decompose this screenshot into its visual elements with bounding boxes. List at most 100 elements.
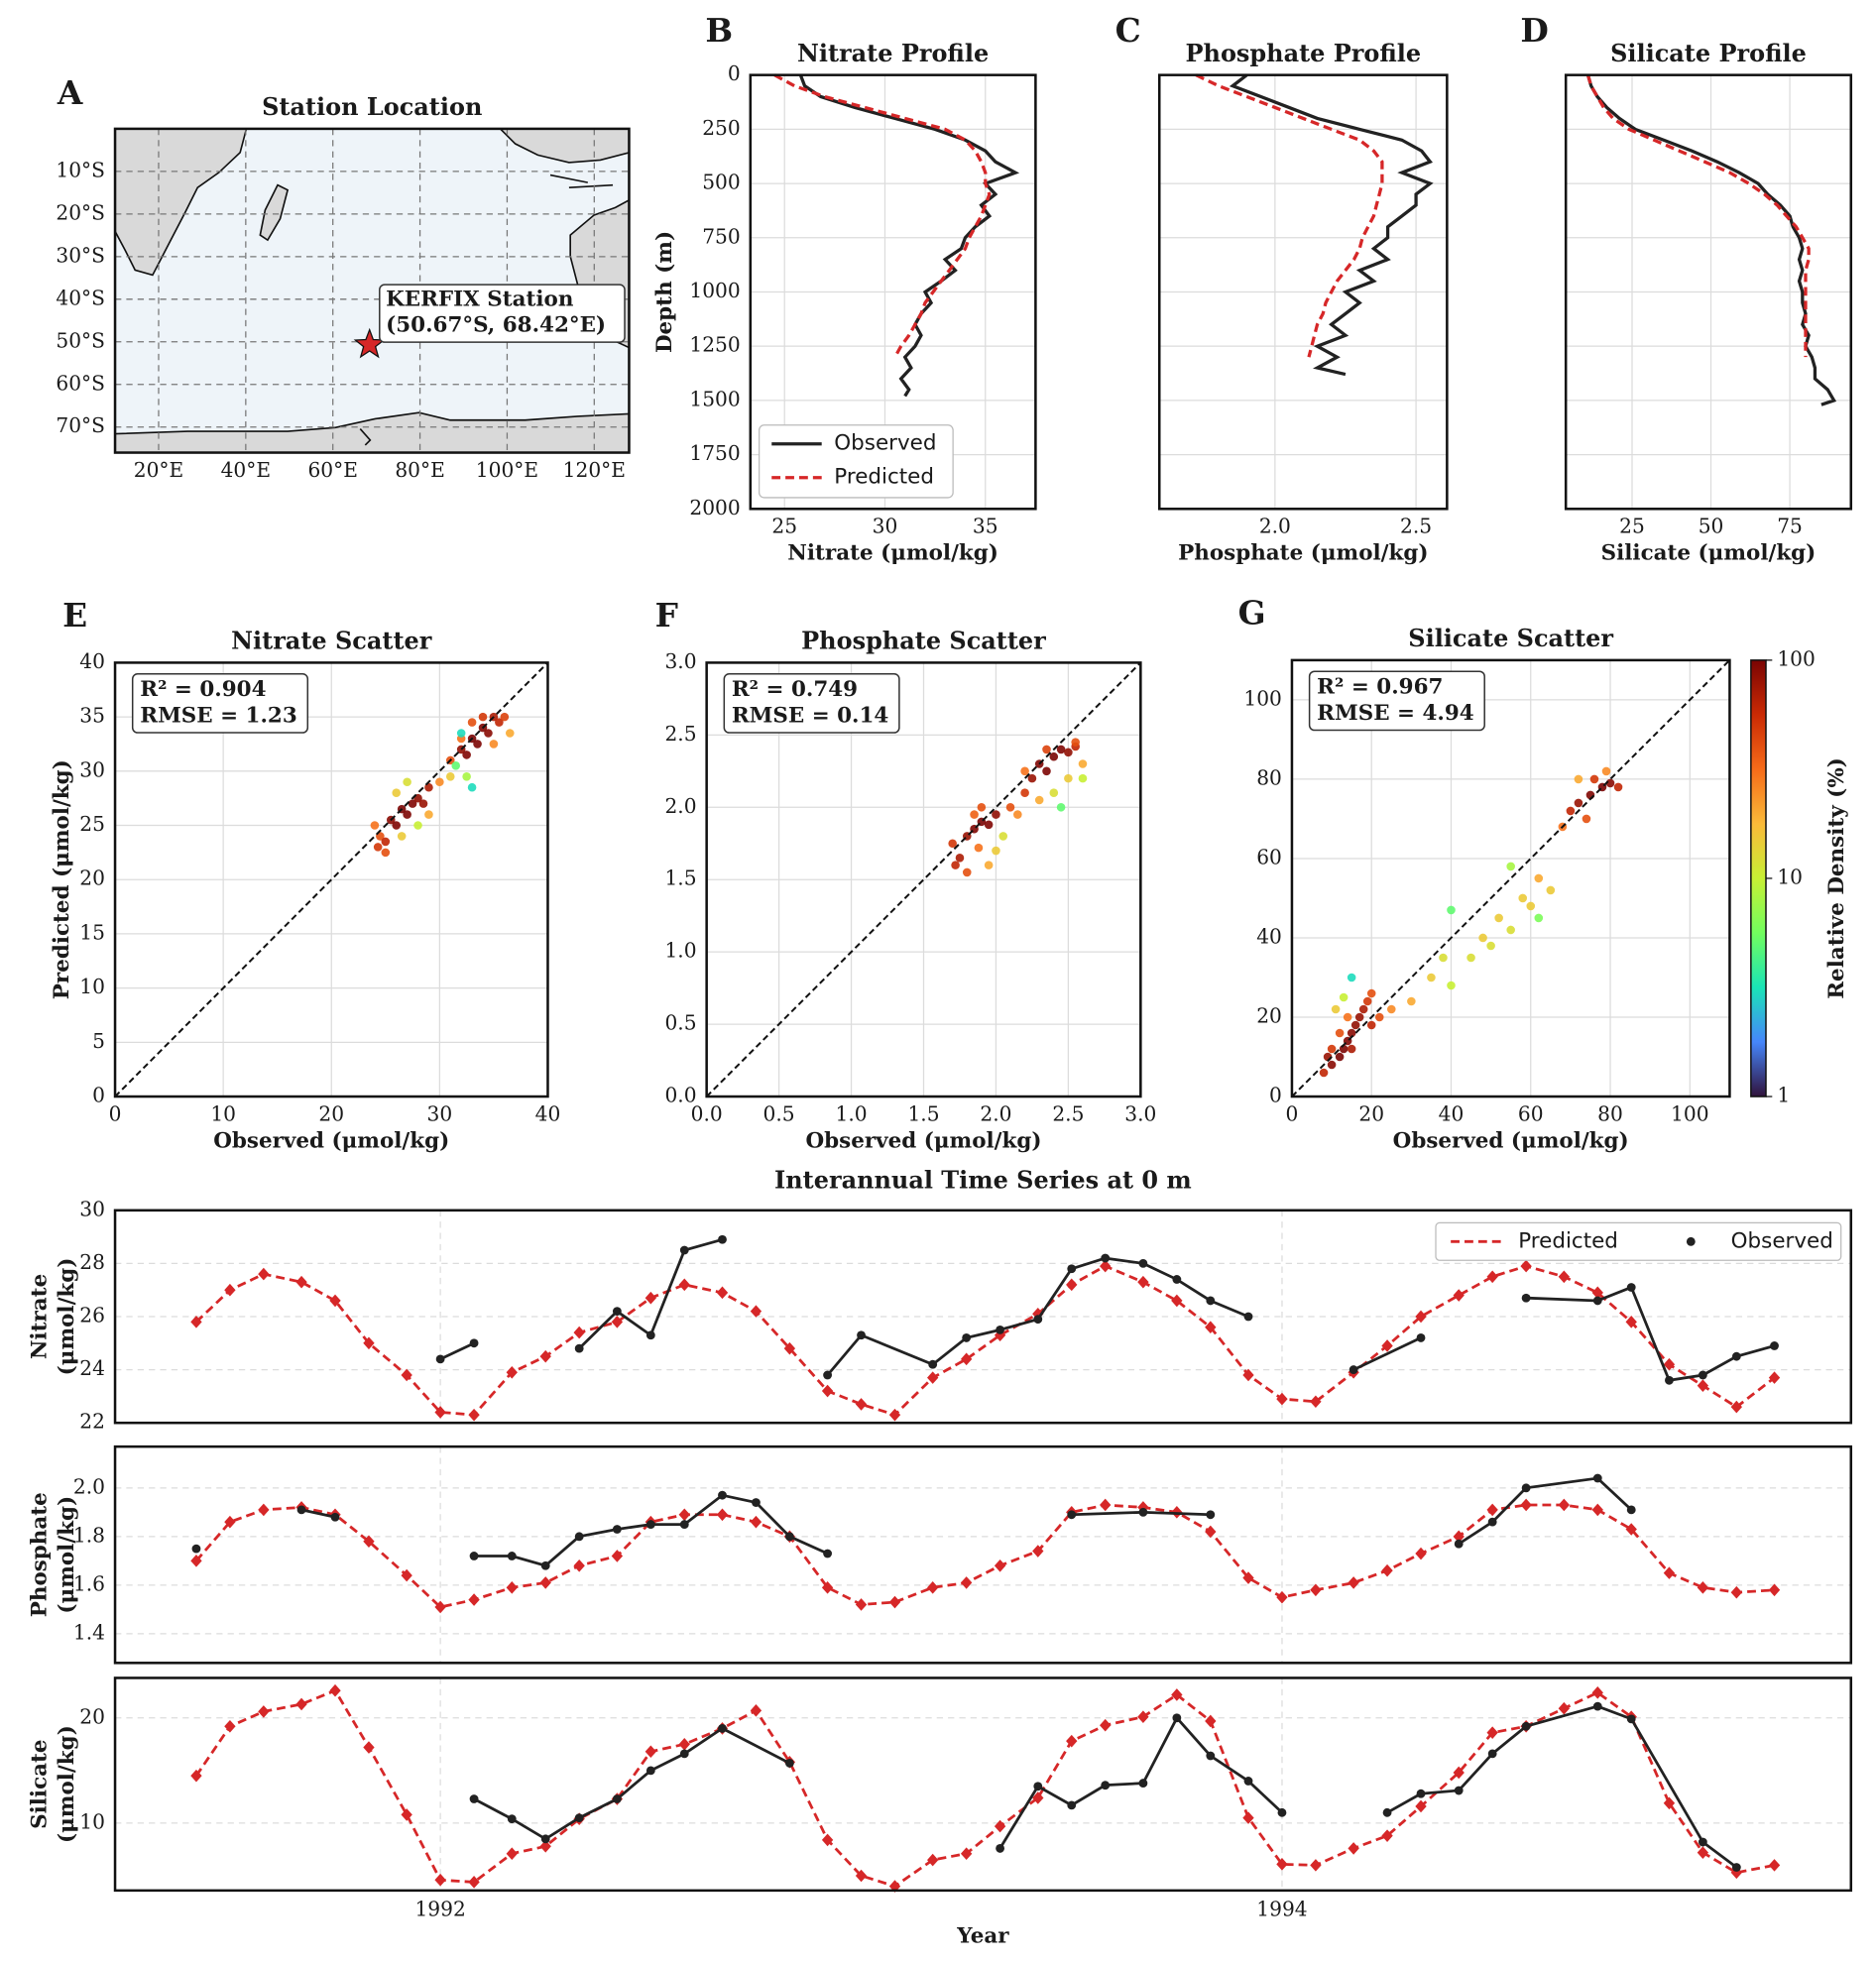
antarctica: [115, 411, 630, 453]
scatter-point: [1466, 953, 1475, 963]
y-tick-label: 20: [79, 866, 105, 890]
series-marker: [1697, 1846, 1709, 1859]
series-marker: [994, 1559, 1006, 1572]
series-marker: [1487, 1517, 1497, 1527]
series-marker: [678, 1508, 690, 1522]
series-marker: [1625, 1523, 1637, 1536]
series-marker: [1454, 1539, 1464, 1549]
series-marker: [1592, 1701, 1602, 1711]
series-marker: [1033, 1782, 1043, 1791]
series-marker: [1416, 1333, 1426, 1342]
legend-box: [1435, 1221, 1842, 1261]
scatter-point: [951, 861, 960, 869]
x-tick-label: 20°E: [134, 458, 183, 482]
series-marker: [611, 1316, 624, 1328]
scatter-point: [1071, 738, 1080, 747]
series-marker: [679, 1520, 689, 1530]
series-marker: [645, 1330, 655, 1340]
scatter-point: [495, 718, 504, 727]
scatter-point: [1343, 1012, 1352, 1022]
series-marker: [1242, 1368, 1254, 1382]
annotation: RMSE = 0.14: [732, 704, 889, 729]
y-tick-label: 0: [92, 1084, 105, 1107]
x-tick-label: 40°E: [221, 458, 271, 482]
y-tick-label: 10: [79, 975, 105, 998]
series-marker: [1242, 1811, 1254, 1824]
y-tick-label: 0: [1269, 1084, 1282, 1107]
series-marker: [855, 1398, 868, 1411]
y-tick-label: 20: [1256, 1004, 1282, 1028]
series-marker: [1137, 1275, 1149, 1289]
y-tick-label: 10°S: [56, 158, 105, 181]
scatter-point: [1056, 802, 1066, 812]
series-marker: [1206, 1751, 1216, 1761]
x-tick-label: 60°E: [307, 458, 357, 482]
y-axis-label: Silicate: [27, 1739, 52, 1828]
series-marker: [1100, 1718, 1112, 1732]
annotation-box: [379, 284, 626, 343]
madagascar: [259, 183, 290, 242]
series-marker: [435, 1354, 445, 1364]
scatter-point: [1327, 1060, 1337, 1070]
scatter-point: [500, 712, 510, 722]
series-marker: [573, 1326, 585, 1339]
scatter-point: [1387, 1004, 1396, 1014]
y-tick-label: 40: [79, 649, 105, 673]
scatter-point: [1020, 788, 1029, 797]
y-tick-label: 28: [79, 1250, 105, 1274]
panel-letter: C: [1115, 11, 1141, 50]
y-tick-label: 80: [1256, 765, 1282, 789]
series-marker: [295, 1275, 307, 1289]
scatter-point: [1546, 885, 1556, 895]
y-tick-label: 60°S: [56, 371, 105, 395]
x-axis-label: Silicate (μmol/kg): [1601, 541, 1817, 566]
x-axis-label: Observed (μmol/kg): [213, 1128, 449, 1153]
series-marker: [224, 1283, 236, 1297]
series-marker: [1665, 1375, 1674, 1385]
y-tick-label: 24: [79, 1356, 105, 1380]
panel-letter: B: [705, 11, 733, 50]
annotation: KERFIX Station: [386, 287, 574, 311]
colorbar: [1750, 659, 1767, 1097]
scatter-point: [1566, 806, 1576, 816]
series-marker: [1486, 1503, 1498, 1517]
legend-label: Observed: [1731, 1228, 1833, 1253]
scatter-point: [962, 867, 972, 877]
y-tick-label: 20°S: [56, 200, 105, 224]
scatter-point: [1366, 1020, 1376, 1030]
series-marker: [1730, 1585, 1743, 1599]
scatter-point: [1447, 905, 1456, 915]
y-tick-label: 2.0: [73, 1474, 105, 1498]
scatter-point: [456, 729, 466, 738]
x-tick-label: 20: [318, 1101, 344, 1125]
series-marker: [855, 1598, 868, 1611]
series-marker: [190, 1555, 202, 1567]
series-marker: [1731, 1863, 1741, 1872]
y-tick-label: 25: [79, 812, 105, 836]
profile-line: [1195, 73, 1384, 358]
x-axis-label: Observed (μmol/kg): [1393, 1128, 1629, 1153]
chart-title: Phosphate Scatter: [801, 628, 1046, 655]
y-tick-label: 10: [79, 1809, 105, 1833]
series-marker: [1243, 1312, 1253, 1322]
series-marker: [1558, 1498, 1570, 1512]
series-marker: [678, 1738, 690, 1751]
y-tick-label: 1.6: [73, 1571, 105, 1595]
scatter-point: [1439, 953, 1448, 963]
series-marker: [1663, 1566, 1676, 1579]
series-marker: [611, 1550, 624, 1562]
scatter-point: [1362, 996, 1372, 1006]
series-marker: [821, 1384, 834, 1398]
panel-letter: D: [1520, 11, 1548, 50]
series-marker: [994, 1819, 1006, 1833]
series-marker: [752, 1498, 761, 1507]
series-marker: [1453, 1766, 1465, 1780]
plot-frame: [113, 1209, 1853, 1425]
series-marker: [1277, 1807, 1287, 1817]
scatter-point: [1034, 795, 1044, 805]
series-marker: [434, 1600, 446, 1614]
scatter-point: [1078, 773, 1088, 783]
panel-letter: E: [62, 596, 87, 635]
series-marker: [1310, 1395, 1322, 1409]
series-marker: [506, 1581, 518, 1594]
